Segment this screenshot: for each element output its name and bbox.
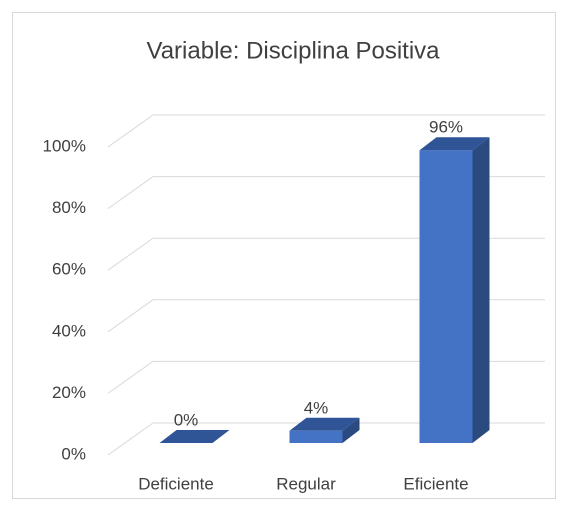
bar-top [159,430,230,443]
grid-line [107,422,545,456]
grid-line [107,114,545,148]
bar-side [472,137,490,443]
bar-top [289,417,360,431]
y-tick-label: 80% [52,198,86,217]
y-tick-label: 20% [52,383,86,402]
y-tick-label: 60% [52,260,86,279]
x-tick-label: Regular [276,474,336,493]
y-tick-label: 100% [43,136,86,155]
value-label: 96% [429,118,463,137]
grid-line [107,299,545,333]
bar-front [289,430,343,443]
chart-title: Variable: Disciplina Positiva [146,37,440,64]
value-label: 4% [304,398,329,417]
value-label: 0% [174,410,199,429]
bar-front [419,150,473,443]
bar-side [342,417,360,443]
grid-line [107,237,545,271]
y-tick-label: 40% [52,321,86,340]
y-tick-label: 0% [61,444,86,463]
x-tick-label: Deficiente [138,474,214,493]
bar-top [419,137,490,151]
grid-line [107,360,545,394]
grid-line [107,176,545,210]
x-tick-label: Eficiente [403,474,468,493]
